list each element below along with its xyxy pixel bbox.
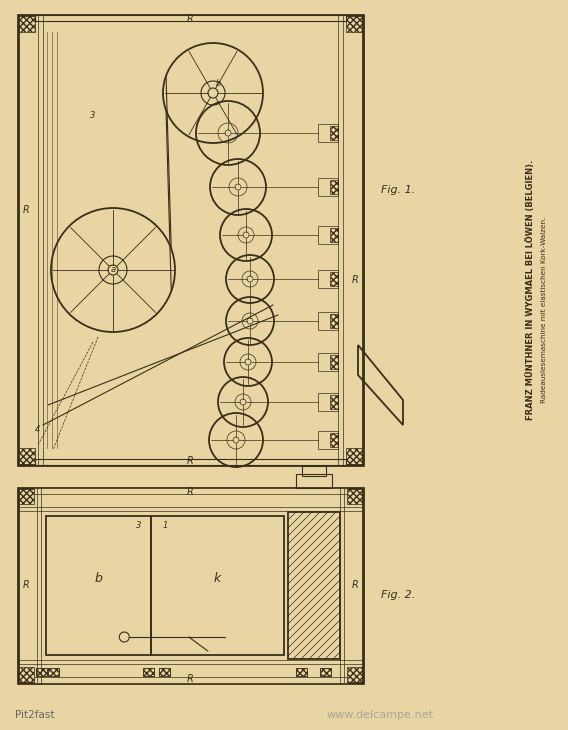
- Bar: [330, 272, 338, 286]
- Bar: [18, 15, 35, 32]
- Text: Fig. 1.: Fig. 1.: [381, 185, 415, 195]
- Text: R: R: [23, 580, 30, 590]
- Bar: [48, 668, 59, 676]
- Bar: [330, 395, 338, 409]
- Bar: [288, 512, 340, 659]
- Bar: [320, 668, 331, 676]
- Bar: [296, 668, 307, 676]
- Bar: [318, 178, 338, 196]
- Bar: [347, 667, 363, 683]
- Bar: [18, 488, 34, 504]
- Text: 4: 4: [35, 426, 41, 434]
- Bar: [158, 668, 170, 676]
- Text: R: R: [23, 205, 30, 215]
- Bar: [36, 668, 47, 676]
- Text: R: R: [352, 580, 358, 590]
- Bar: [330, 433, 338, 447]
- Bar: [330, 180, 338, 194]
- Bar: [34, 677, 347, 683]
- Bar: [302, 466, 326, 476]
- Text: R: R: [187, 674, 193, 684]
- Bar: [318, 226, 338, 244]
- Text: R: R: [352, 275, 358, 285]
- Bar: [143, 668, 154, 676]
- Text: 3: 3: [136, 521, 141, 531]
- Bar: [330, 355, 338, 369]
- Bar: [34, 488, 347, 494]
- Bar: [320, 668, 331, 676]
- Bar: [296, 668, 307, 676]
- Text: a: a: [110, 266, 115, 274]
- Bar: [318, 353, 338, 371]
- Text: Radeauslesemaschine mit elastischen Kork-Walzen.: Radeauslesemaschine mit elastischen Kork…: [541, 217, 547, 403]
- Bar: [143, 668, 154, 676]
- Bar: [296, 474, 332, 488]
- Bar: [330, 228, 338, 242]
- Text: 1: 1: [163, 521, 168, 531]
- Bar: [18, 488, 363, 683]
- Bar: [346, 448, 363, 465]
- Text: R: R: [187, 456, 193, 466]
- Bar: [46, 516, 151, 655]
- Bar: [18, 448, 35, 465]
- Bar: [318, 124, 338, 142]
- Bar: [318, 270, 338, 288]
- Bar: [347, 488, 363, 504]
- Bar: [151, 516, 284, 655]
- Bar: [346, 15, 363, 32]
- Bar: [158, 668, 170, 676]
- Bar: [318, 431, 338, 449]
- Bar: [35, 15, 346, 21]
- Bar: [318, 393, 338, 411]
- Bar: [318, 312, 338, 330]
- Bar: [35, 459, 346, 465]
- Text: k: k: [214, 572, 221, 585]
- Text: FRANZ MÜNTHNER IN WYGMAEL BEI LÖWEN (BELGIEN).: FRANZ MÜNTHNER IN WYGMAEL BEI LÖWEN (BEL…: [525, 160, 534, 420]
- Text: 3: 3: [90, 110, 95, 120]
- Text: R: R: [187, 14, 193, 24]
- Bar: [18, 667, 34, 683]
- Bar: [18, 15, 363, 465]
- Text: www.delcampe.net: www.delcampe.net: [327, 710, 433, 720]
- Text: b: b: [215, 79, 221, 88]
- Text: b: b: [94, 572, 102, 585]
- Bar: [36, 668, 47, 676]
- Text: Fig. 2.: Fig. 2.: [381, 591, 415, 600]
- Bar: [48, 668, 59, 676]
- Text: Pit2fast: Pit2fast: [15, 710, 55, 720]
- Text: R: R: [187, 487, 193, 497]
- Bar: [330, 314, 338, 328]
- Bar: [330, 126, 338, 140]
